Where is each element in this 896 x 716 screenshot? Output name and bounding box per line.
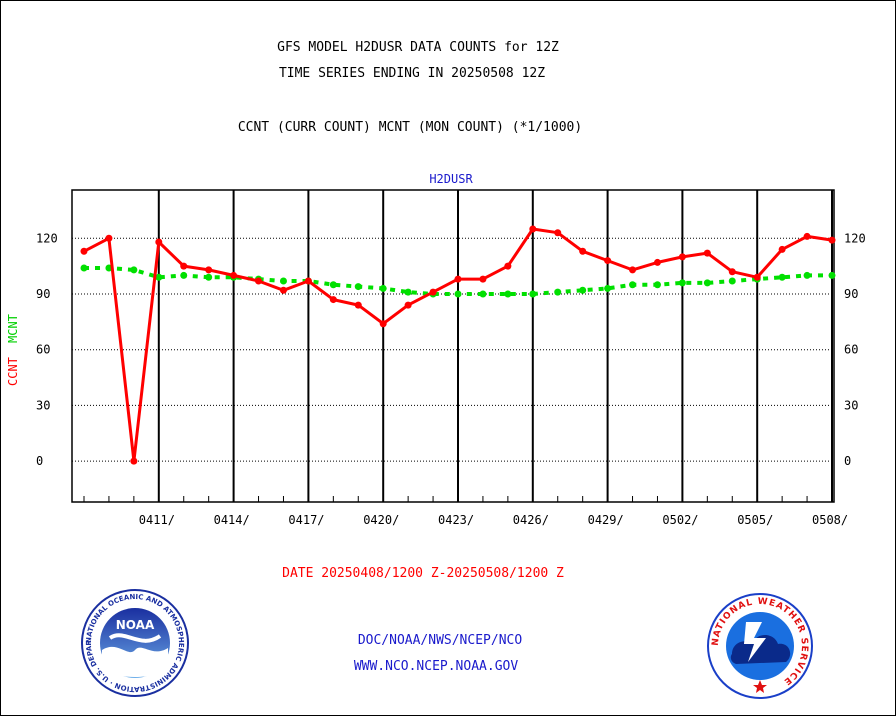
x-tick-label: 0420/ xyxy=(363,513,399,527)
data-point-ccnt xyxy=(753,273,761,281)
y-tick-label-left: 60 xyxy=(36,343,50,357)
x-tick-label: 0423/ xyxy=(438,513,474,527)
data-point-ccnt xyxy=(778,245,786,253)
data-point-ccnt xyxy=(255,277,263,285)
data-point-ccnt xyxy=(429,288,437,296)
data-point-ccnt xyxy=(329,296,337,304)
data-point-ccnt xyxy=(230,271,238,279)
data-point-ccnt xyxy=(180,262,188,270)
data-point-ccnt xyxy=(130,457,138,465)
data-point-mcnt xyxy=(504,290,512,298)
data-point-mcnt xyxy=(579,286,587,294)
data-point-mcnt xyxy=(80,264,88,272)
data-point-ccnt xyxy=(354,301,362,309)
data-point-mcnt xyxy=(205,273,213,281)
data-point-ccnt xyxy=(653,258,661,266)
data-point-mcnt xyxy=(379,284,387,292)
y-tick-label-left: 30 xyxy=(36,398,50,412)
data-point-ccnt xyxy=(504,262,512,270)
y-tick-label-left: 0 xyxy=(36,454,43,468)
x-tick-label: 0414/ xyxy=(214,513,250,527)
data-point-mcnt xyxy=(454,290,462,298)
data-point-ccnt xyxy=(379,320,387,328)
noaa-logo-icon: NATIONAL OCEANIC AND ATMOSPHERIC ADMINIS… xyxy=(80,588,189,697)
footer-agency: DOC/NOAA/NWS/NCEP/NCO xyxy=(357,633,523,648)
footer-website: WWW.NCO.NCEP.NOAA.GOV xyxy=(353,659,519,674)
chart-legend-description: CCNT (CURR COUNT) MCNT (MON COUNT) (*1/1… xyxy=(237,120,583,135)
data-point-ccnt xyxy=(105,234,113,242)
data-point-ccnt xyxy=(604,257,612,265)
data-point-mcnt xyxy=(404,288,412,296)
data-point-mcnt xyxy=(180,271,188,279)
data-point-ccnt xyxy=(205,266,213,274)
chart-title: GFS MODEL H2DUSR DATA COUNTS for 12Z xyxy=(277,40,559,55)
data-point-mcnt xyxy=(778,273,786,281)
data-point-ccnt xyxy=(579,247,587,255)
data-point-ccnt xyxy=(629,266,637,274)
nws-logo-icon: NATIONAL WEATHER SERVICE xyxy=(707,593,813,699)
data-point-ccnt xyxy=(703,249,711,257)
data-point-mcnt xyxy=(354,283,362,291)
data-point-mcnt xyxy=(479,290,487,298)
chart-subtitle: TIME SERIES ENDING IN 20250508 12Z xyxy=(278,66,546,81)
x-tick-label: 0502/ xyxy=(662,513,698,527)
data-point-ccnt xyxy=(529,225,537,233)
data-point-mcnt xyxy=(529,290,537,298)
data-point-mcnt xyxy=(803,271,811,279)
data-point-ccnt xyxy=(279,286,287,294)
data-point-ccnt xyxy=(728,268,736,276)
data-point-mcnt xyxy=(329,281,337,289)
data-point-mcnt xyxy=(828,271,836,279)
data-point-mcnt xyxy=(130,266,138,274)
y-tick-label-right: 90 xyxy=(844,287,858,301)
data-point-ccnt xyxy=(304,277,312,285)
data-point-ccnt xyxy=(454,275,462,283)
data-point-mcnt xyxy=(678,279,686,287)
x-tick-label: 0429/ xyxy=(588,513,624,527)
y-tick-label-right: 120 xyxy=(844,231,866,245)
data-point-ccnt xyxy=(678,253,686,261)
data-point-mcnt xyxy=(554,288,562,296)
data-point-mcnt xyxy=(629,281,637,289)
data-point-mcnt xyxy=(728,277,736,285)
y-tick-label-right: 0 xyxy=(844,454,851,468)
panel-label: H2DUSR xyxy=(429,172,473,186)
data-point-mcnt xyxy=(653,281,661,289)
y-tick-label-left: 120 xyxy=(36,231,58,245)
data-point-mcnt xyxy=(604,284,612,292)
data-point-mcnt xyxy=(703,279,711,287)
plot-area xyxy=(71,189,835,503)
data-point-ccnt xyxy=(479,275,487,283)
date-range-label: DATE 20250408/1200 Z-20250508/1200 Z xyxy=(282,566,564,581)
data-point-mcnt xyxy=(155,273,163,281)
x-tick-label: 0508/ xyxy=(812,513,848,527)
data-point-ccnt xyxy=(828,236,836,244)
y-tick-label-left: 90 xyxy=(36,287,50,301)
y-axis-label-mcnt: MCNT xyxy=(6,314,20,343)
svg-text:NOAA: NOAA xyxy=(116,618,155,632)
y-tick-label-right: 60 xyxy=(844,343,858,357)
y-axis-label-ccnt: CCNT xyxy=(6,357,20,386)
x-tick-label: 0417/ xyxy=(288,513,324,527)
data-point-ccnt xyxy=(404,301,412,309)
x-tick-label: 0411/ xyxy=(139,513,175,527)
data-point-ccnt xyxy=(155,238,163,246)
data-point-mcnt xyxy=(279,277,287,285)
data-point-ccnt xyxy=(554,229,562,237)
data-point-ccnt xyxy=(80,247,88,255)
x-tick-label: 0426/ xyxy=(513,513,549,527)
y-tick-label-right: 30 xyxy=(844,398,858,412)
x-tick-label: 0505/ xyxy=(737,513,773,527)
data-point-ccnt xyxy=(803,232,811,240)
